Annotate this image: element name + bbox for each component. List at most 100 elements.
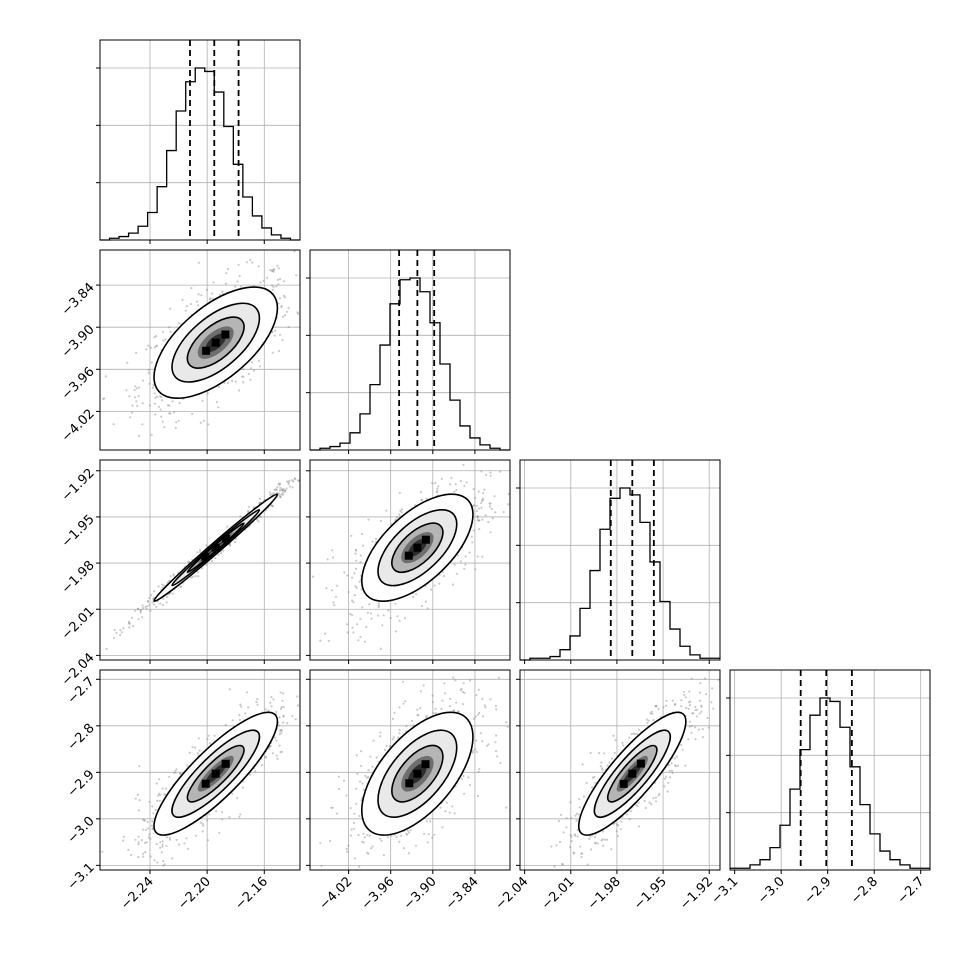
scatter-point <box>487 521 490 524</box>
scatter-point <box>135 387 138 390</box>
scatter-point <box>271 504 274 508</box>
scatter-point <box>434 712 437 715</box>
histogram-bin <box>214 92 224 240</box>
scatter-point <box>279 496 282 499</box>
scatter-point <box>441 699 444 702</box>
histogram-bin <box>167 151 177 240</box>
scatter-point <box>365 625 368 629</box>
scatter-point <box>148 382 151 385</box>
panel-frame <box>99 249 301 451</box>
scatter-point <box>705 693 708 696</box>
scatter-point <box>687 707 690 711</box>
scatter-point <box>457 710 460 713</box>
density-peak-cell <box>619 779 628 788</box>
scatter-point <box>148 603 151 606</box>
histogram-bin <box>243 197 253 240</box>
scatter-point <box>436 490 439 493</box>
scatter-point <box>569 846 572 849</box>
scatter-point <box>136 404 139 407</box>
scatter-point <box>134 385 137 388</box>
scatter-point <box>636 732 639 736</box>
scatter-point <box>201 567 204 570</box>
scatter-point <box>416 713 419 717</box>
scatter-point <box>199 821 202 824</box>
scatter-point <box>165 601 168 604</box>
scatter-point <box>670 769 674 772</box>
scatter-point <box>382 854 385 857</box>
scatter-point <box>291 715 294 718</box>
density-contours <box>577 711 687 836</box>
scatter-point <box>163 793 166 796</box>
scatter-point <box>464 563 467 566</box>
scatter-point <box>166 595 169 598</box>
scatter-point <box>420 499 423 502</box>
scatter-point <box>152 384 155 387</box>
scatter-point <box>689 700 692 703</box>
scatter-point <box>129 416 132 419</box>
scatter-point <box>477 688 480 691</box>
scatter-point <box>398 732 401 735</box>
scatter-point <box>451 805 454 808</box>
scatter-point <box>648 801 651 804</box>
scatter-point <box>472 488 475 491</box>
scatter-point <box>610 757 614 760</box>
scatter-point <box>494 704 497 708</box>
scatter-point <box>196 752 199 755</box>
scatter-point <box>291 479 294 482</box>
scatter-point <box>335 584 339 587</box>
scatter-point <box>269 493 272 496</box>
scatter-point <box>573 852 576 855</box>
scatter-point <box>602 844 605 848</box>
scatter-point <box>161 603 165 607</box>
scatter-point <box>579 845 582 848</box>
scatter-point <box>155 843 158 846</box>
scatter-point <box>249 258 252 261</box>
scatter-point <box>464 555 467 558</box>
scatter-point <box>472 529 475 532</box>
scatter-point <box>407 831 411 834</box>
scatter-point <box>710 701 713 704</box>
scatter-point <box>244 712 247 715</box>
scatter-point <box>137 395 140 398</box>
gridlines <box>524 460 710 660</box>
scatter-point <box>151 805 154 808</box>
scatter-point <box>231 792 234 795</box>
scatter-point <box>407 852 410 855</box>
scatter-point <box>601 838 604 841</box>
histogram-bin <box>650 562 660 660</box>
scatter-point <box>603 752 606 755</box>
scatter-point <box>128 626 131 629</box>
scatter-point <box>283 489 286 492</box>
scatter-point <box>148 833 151 836</box>
histogram-bin <box>620 488 630 660</box>
scatter-point <box>589 835 592 838</box>
scatter-point <box>206 839 210 842</box>
scatter-point <box>352 821 356 825</box>
scatter-point <box>435 491 438 494</box>
scatter-point <box>454 483 457 486</box>
scatter-point <box>179 585 182 588</box>
scatter-point <box>690 731 693 734</box>
scatter-point <box>279 486 282 489</box>
scatter-point <box>380 839 383 842</box>
scatter-point <box>637 801 640 804</box>
scatter-point <box>268 491 271 494</box>
scatter-point <box>271 351 274 354</box>
scatter-point <box>355 559 358 562</box>
histogram-bin <box>840 727 850 870</box>
scatter-point <box>201 822 204 826</box>
scatter-point <box>218 831 221 834</box>
scatter-point <box>350 828 353 831</box>
scatter-point <box>141 604 144 607</box>
scatter-point <box>159 841 162 844</box>
scatter-point <box>228 688 231 691</box>
marginal-histogram-3 <box>726 669 931 874</box>
scatter-point <box>628 818 631 821</box>
scatter-point <box>358 580 361 583</box>
scatter-point <box>680 705 683 708</box>
scatter-point <box>196 551 199 554</box>
scatter-point <box>453 812 456 815</box>
scatter-point <box>663 785 666 788</box>
scatter-point <box>497 676 500 679</box>
